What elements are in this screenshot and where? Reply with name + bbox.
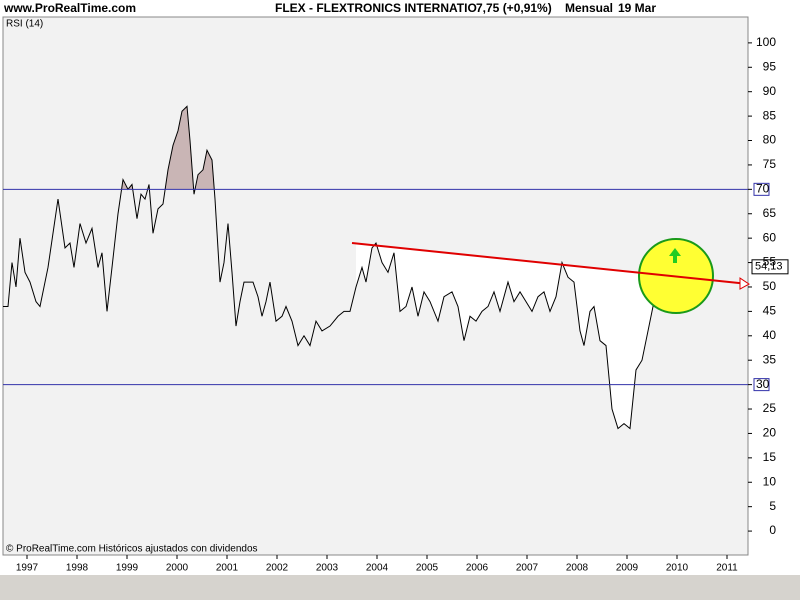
last-value-box [751,259,789,275]
x-tick-label: 2000 [166,563,189,574]
instrument: FLEX - FLEXTRONICS INTERNATIO [275,1,477,15]
quote: 7,75 (+0,91%) [476,1,552,15]
x-tick-label: 2011 [716,563,738,574]
y-tick-label: 15 [763,450,777,464]
footer: © ProRealTime.com Históricos ajustados c… [6,544,258,555]
y-tick-box [753,182,770,196]
y-tick-label: 40 [763,328,777,342]
period: Mensual [565,1,613,15]
x-tick-label: 2003 [316,563,339,574]
y-tick-label: 50 [763,279,777,293]
y-tick-label: 95 [763,59,777,73]
up-arrow [669,248,681,263]
bottom-band [0,575,800,600]
x-tick-label: 2001 [216,563,239,574]
x-tick-label: 1997 [16,563,39,574]
y-tick-label: 80 [763,133,777,147]
y-tick-label: 0 [769,523,776,537]
y-tick-label: 100 [756,35,776,49]
trend-area [356,243,685,429]
y-tick-label: 90 [763,84,777,98]
x-tick-label: 1999 [116,563,139,574]
last-value-label: 54,13 [755,261,783,273]
x-tick-label: 2006 [466,563,489,574]
y-tick-label: 85 [763,108,777,122]
trendline [351,242,741,285]
y-tick-label: 10 [763,474,777,488]
x-tick-label: 2009 [616,563,639,574]
rsi-line [3,105,686,430]
indicator-title: RSI (14) [6,19,43,30]
x-tick-label: 1998 [66,563,89,574]
x-tick-label: 2008 [566,563,589,574]
y-tick-label: 45 [763,304,777,318]
x-tick-label: 2002 [266,563,289,574]
y-tick-label: 60 [763,230,777,244]
overbought-fill [3,106,685,190]
x-tick-label: 2010 [666,563,689,574]
y-tick-box [753,378,770,392]
y-tick-label: 35 [763,352,777,366]
trendline-arrow [739,277,750,290]
x-tick-label: 2007 [516,563,539,574]
y-tick-label: 30 [756,377,770,391]
date: 19 Mar [618,1,656,15]
y-tick-label: 5 [769,499,776,513]
x-tick-label: 2005 [416,563,439,574]
y-tick-label: 65 [763,206,777,220]
y-tick-label: 75 [763,157,777,171]
x-tick-label: 2004 [366,563,389,574]
y-tick-label: 70 [756,182,770,196]
y-tick-label: 20 [763,426,777,440]
y-tick-label: 55 [763,255,777,269]
y-tick-label: 25 [763,401,777,415]
site: www.ProRealTime.com [3,1,136,15]
